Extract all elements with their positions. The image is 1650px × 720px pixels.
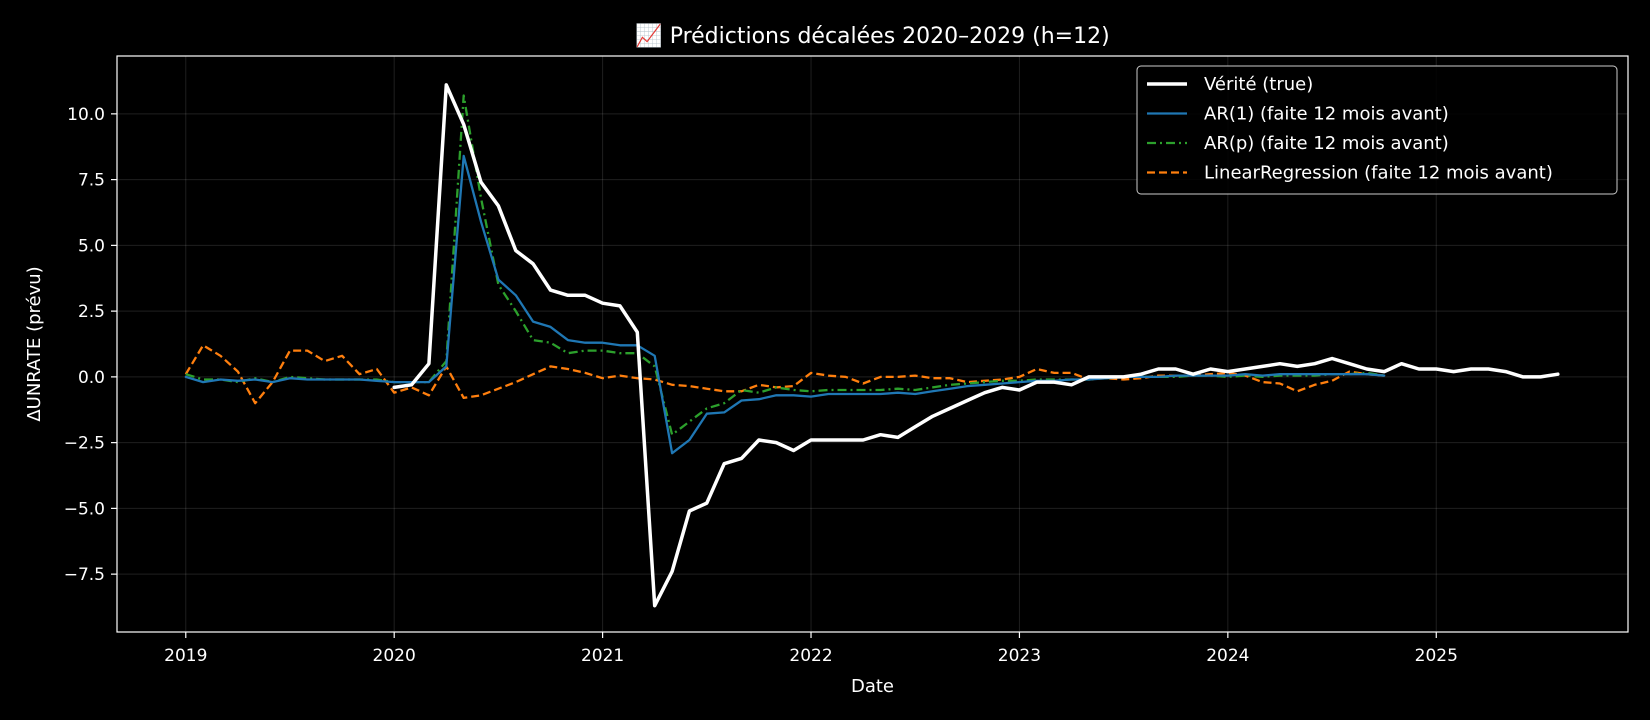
y-axis-label: ΔUNRATE (prévu) — [24, 266, 45, 421]
grid — [117, 56, 1628, 632]
legend-label: AR(p) (faite 12 mois avant) — [1204, 133, 1449, 154]
legend-label: AR(1) (faite 12 mois avant) — [1204, 104, 1449, 125]
series-line-0 — [392, 83, 1560, 608]
x-tick-label: 2021 — [581, 646, 624, 666]
legend: Vérité (true) AR(1) (faite 12 mois avant)… — [1136, 65, 1618, 195]
x-tick-label: 2020 — [373, 646, 416, 666]
y-tick-label: 2.5 — [78, 302, 105, 322]
x-tick-label: 2024 — [1206, 646, 1249, 666]
y-tick-label: −2.5 — [64, 434, 105, 454]
x-axis-ticks: 2019 2020 2021 2022 2023 2024 2025 — [164, 632, 1458, 666]
y-axis-ticks: −7.5 −5.0 −2.5 0.0 2.5 5.0 7.5 10.0 — [64, 105, 117, 585]
legend-label: LinearRegression (faite 12 mois avant) — [1204, 163, 1553, 184]
y-tick-label: −7.5 — [64, 565, 105, 585]
y-tick-label: 7.5 — [78, 171, 105, 191]
legend-label: Vérité (true) — [1204, 74, 1313, 95]
x-tick-label: 2025 — [1415, 646, 1458, 666]
chart-title: 📈 Prédictions décalées 2020–2029 (h=12) — [635, 23, 1109, 49]
y-tick-label: 10.0 — [67, 105, 105, 125]
series-line-1 — [184, 154, 1386, 455]
y-tick-label: 5.0 — [78, 236, 105, 256]
plot-lines — [184, 83, 1560, 608]
legend-box — [1136, 65, 1618, 195]
x-tick-label: 2019 — [164, 646, 207, 666]
y-tick-label: 0.0 — [78, 368, 105, 388]
x-tick-label: 2023 — [998, 646, 1041, 666]
x-axis-label: Date — [851, 676, 894, 697]
y-tick-label: −5.0 — [64, 499, 105, 519]
axes-frame — [116, 55, 1629, 633]
x-tick-label: 2022 — [789, 646, 832, 666]
